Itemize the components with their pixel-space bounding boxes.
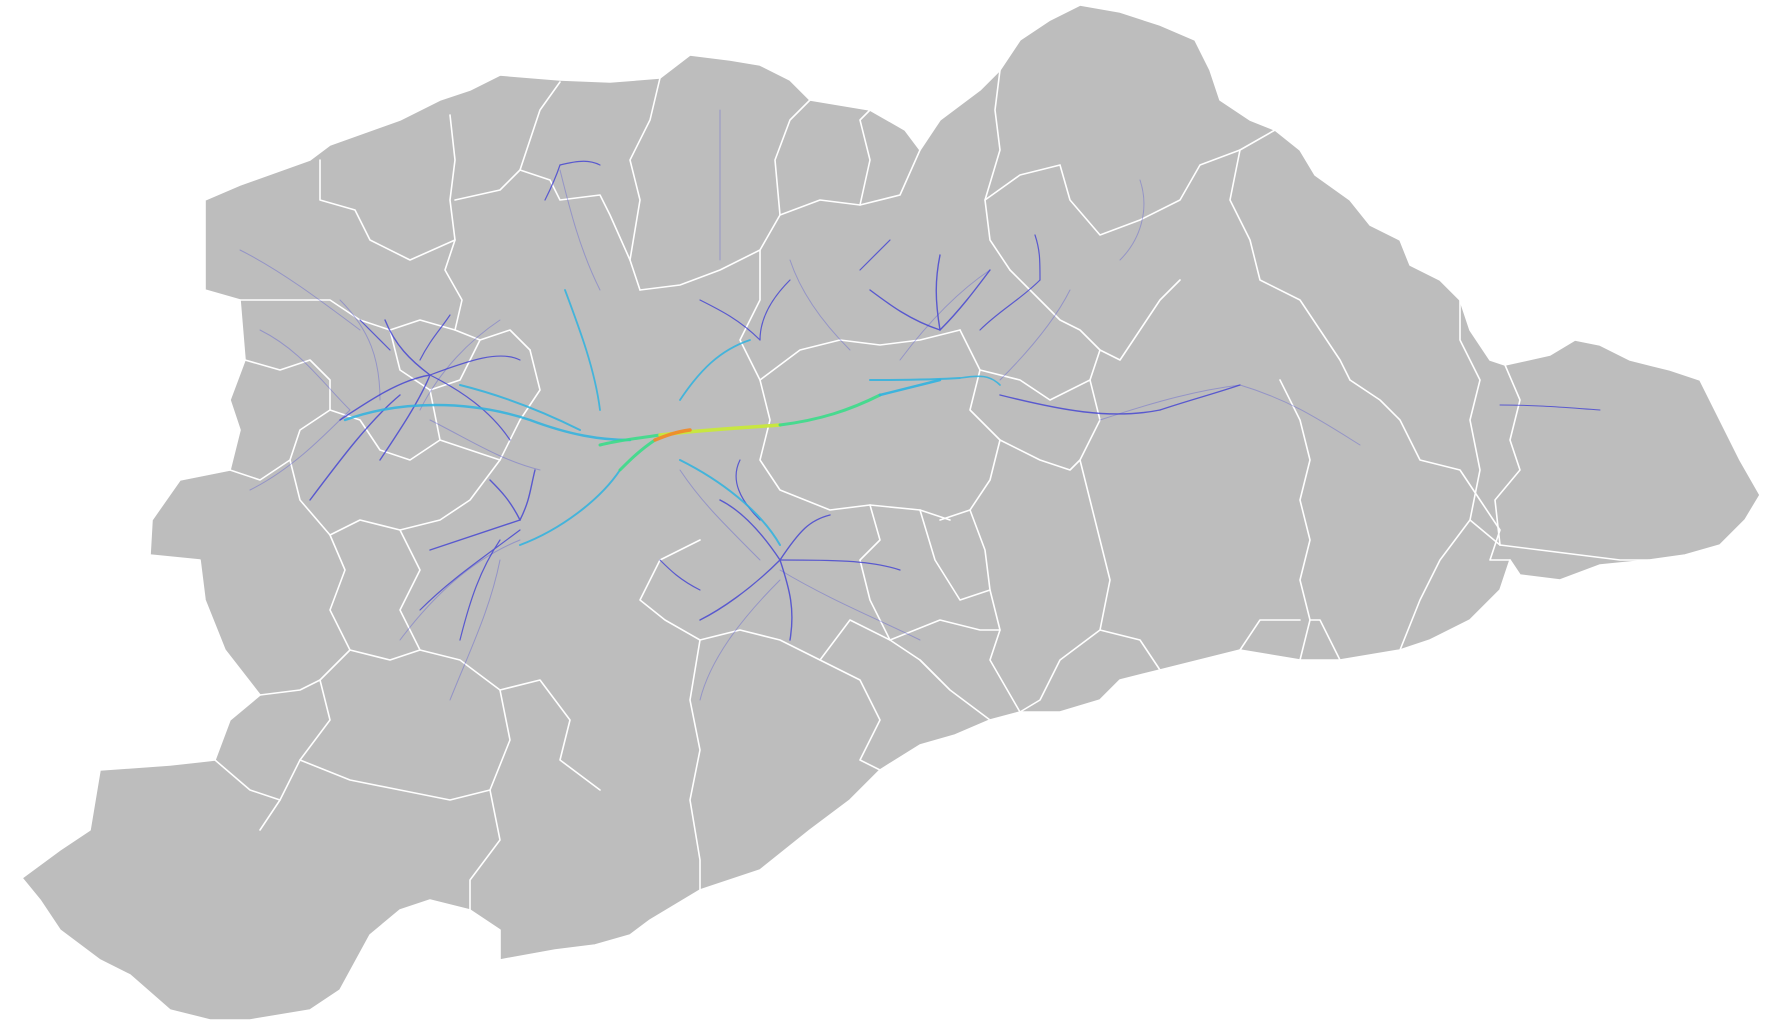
region-outline [21, 4, 1761, 1021]
flow-lines-background [239, 109, 1361, 701]
flow-lines-local [309, 160, 1601, 641]
flow-lines-medium [343, 289, 1001, 546]
flow-lines-trunk [598, 378, 942, 472]
admin-borders [214, 69, 1661, 911]
